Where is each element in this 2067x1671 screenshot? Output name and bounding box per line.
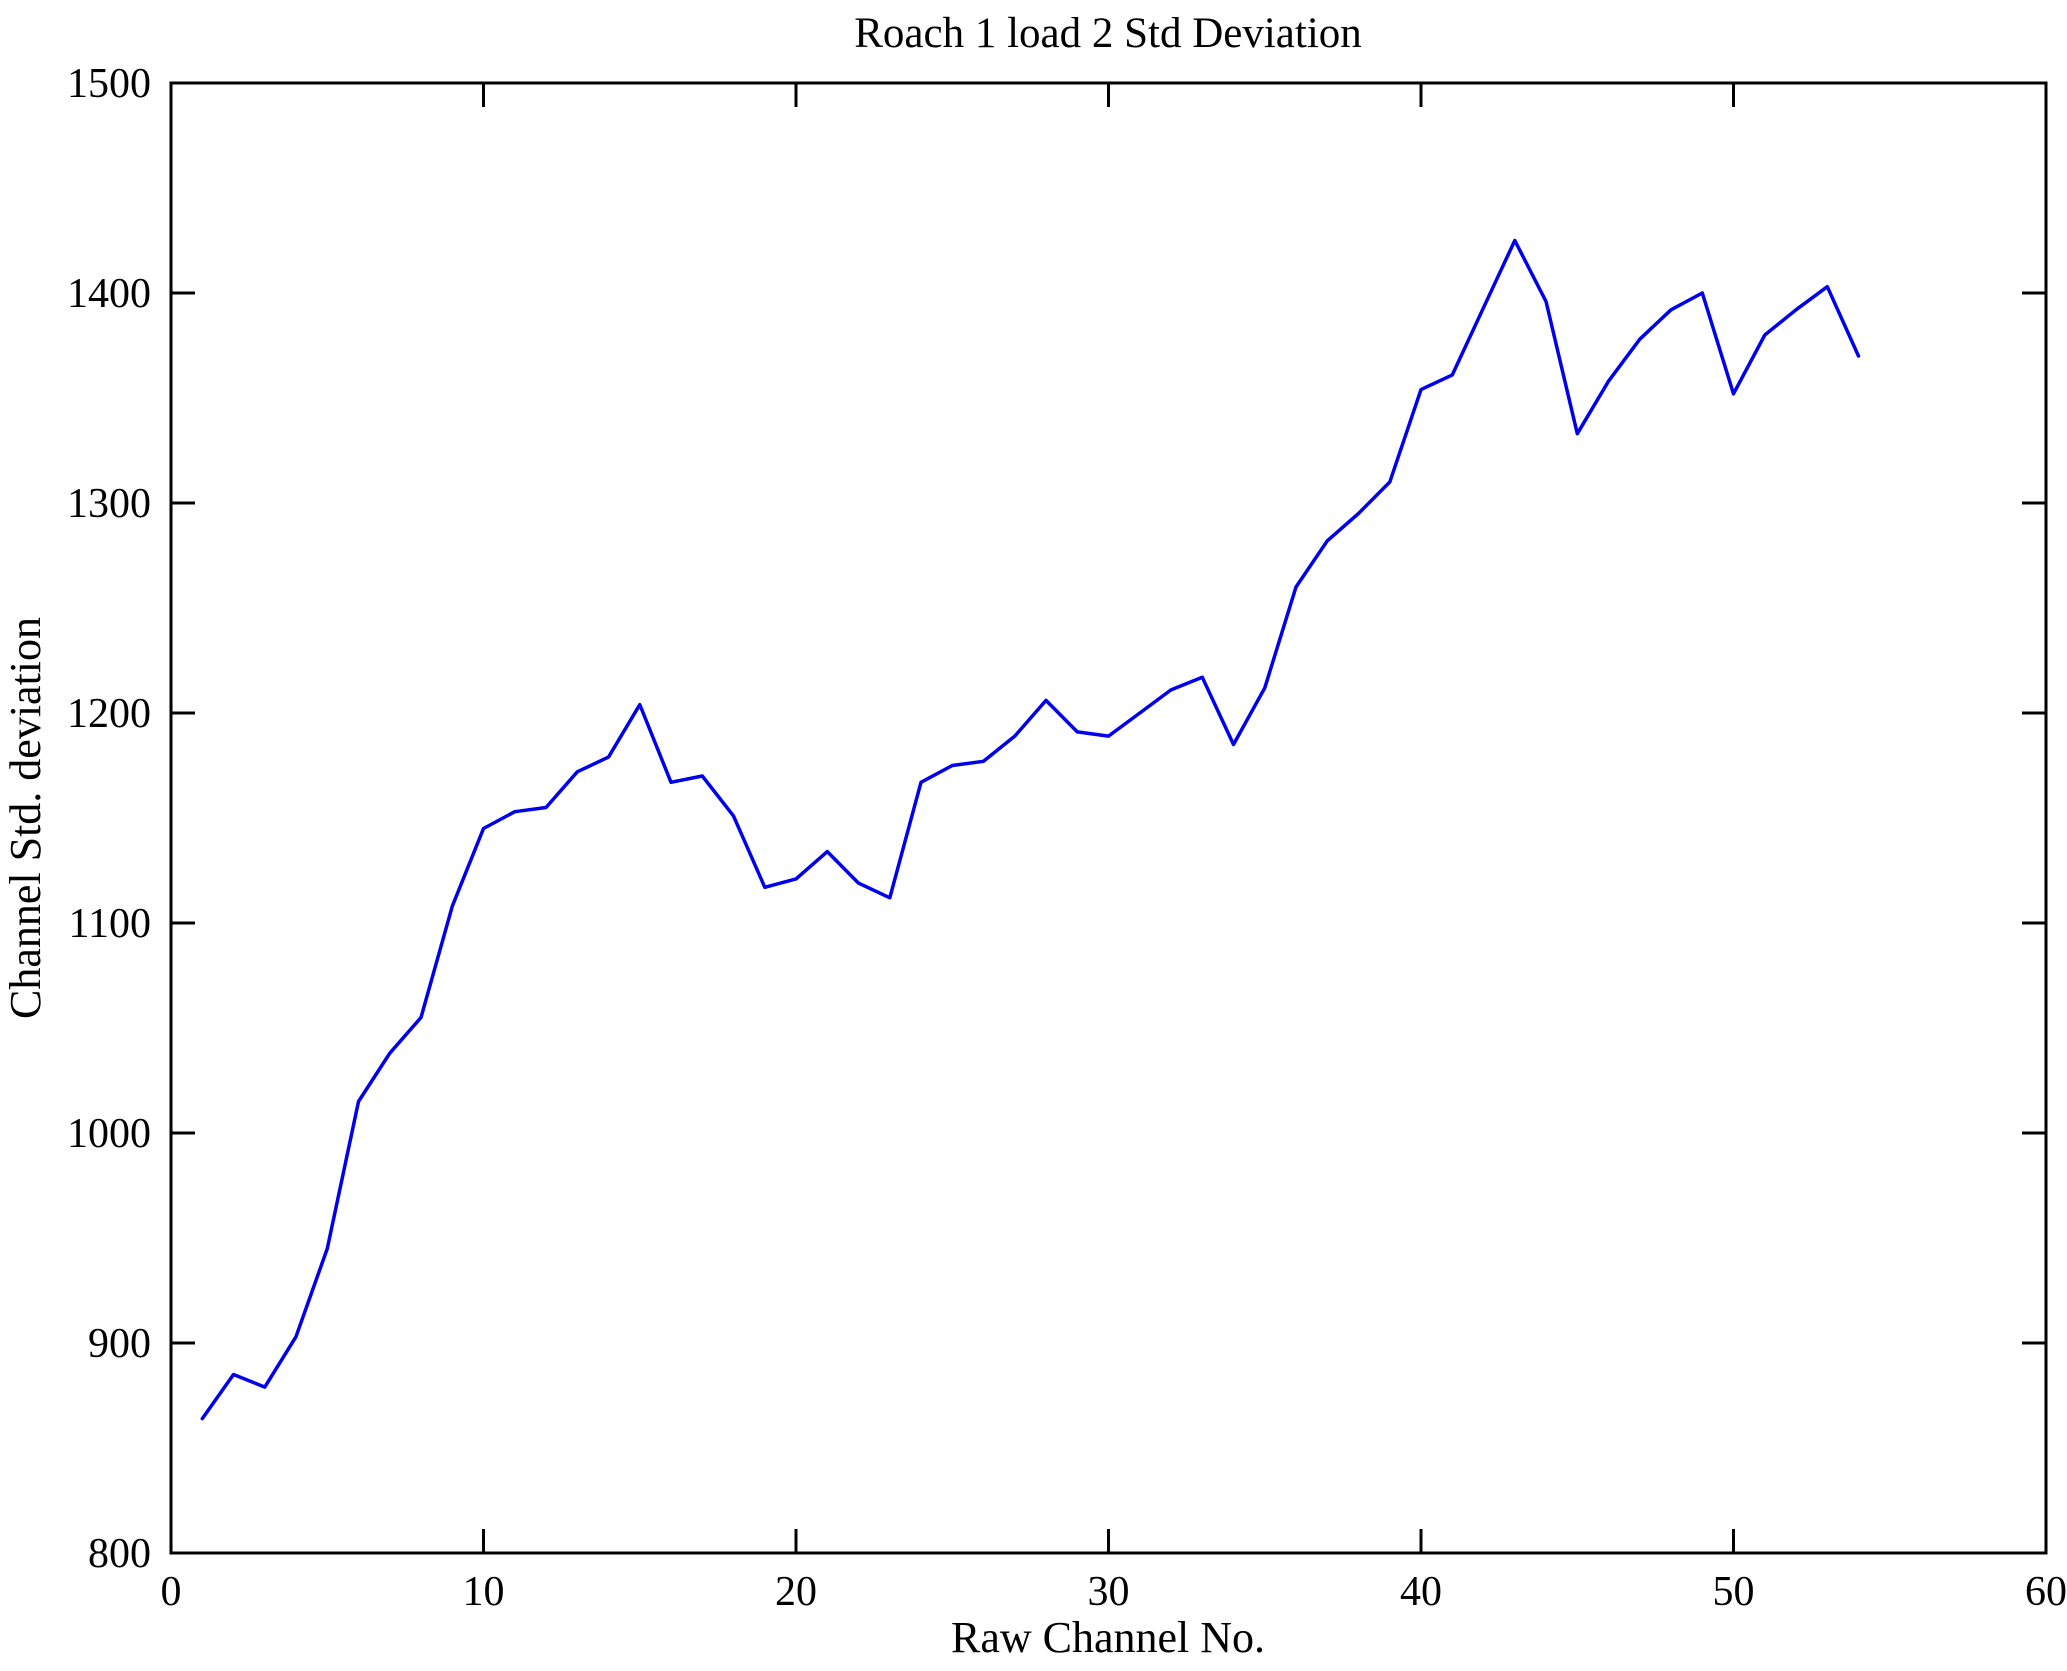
y-axis-label: Channel Std. deviation xyxy=(1,617,50,1019)
y-tick-label: 1100 xyxy=(69,901,151,947)
y-tick-label: 1300 xyxy=(67,481,151,527)
x-tick-label: 20 xyxy=(775,1569,817,1615)
y-tick-label: 1400 xyxy=(67,271,151,317)
x-tick-label: 60 xyxy=(2025,1569,2067,1615)
axes-box-and-ticks: 0 10 20 30 40 50 60 800 900 1000 1100 1200 1300 1400 1… xyxy=(67,61,2067,1615)
data-series-line xyxy=(200,238,1861,1421)
y-tick-label: 800 xyxy=(88,1531,151,1577)
y-tick-label: 1500 xyxy=(67,61,151,107)
x-tick-label: 40 xyxy=(1400,1569,1442,1615)
x-tick-label: 30 xyxy=(1088,1569,1130,1615)
x-axis-label: Raw Channel No. xyxy=(951,1613,1265,1662)
x-tick-label: 10 xyxy=(463,1569,505,1615)
chart-title: Roach 1 load 2 Std Deviation xyxy=(854,10,1362,57)
x-tick-label: 50 xyxy=(1713,1569,1755,1615)
y-tick-label: 1000 xyxy=(67,1111,151,1157)
y-tick-label: 900 xyxy=(88,1321,151,1367)
plot-box xyxy=(169,81,2048,1555)
series-polyline xyxy=(200,238,1861,1421)
x-tick-label: 0 xyxy=(161,1569,182,1615)
y-tick-label: 1200 xyxy=(67,691,151,737)
